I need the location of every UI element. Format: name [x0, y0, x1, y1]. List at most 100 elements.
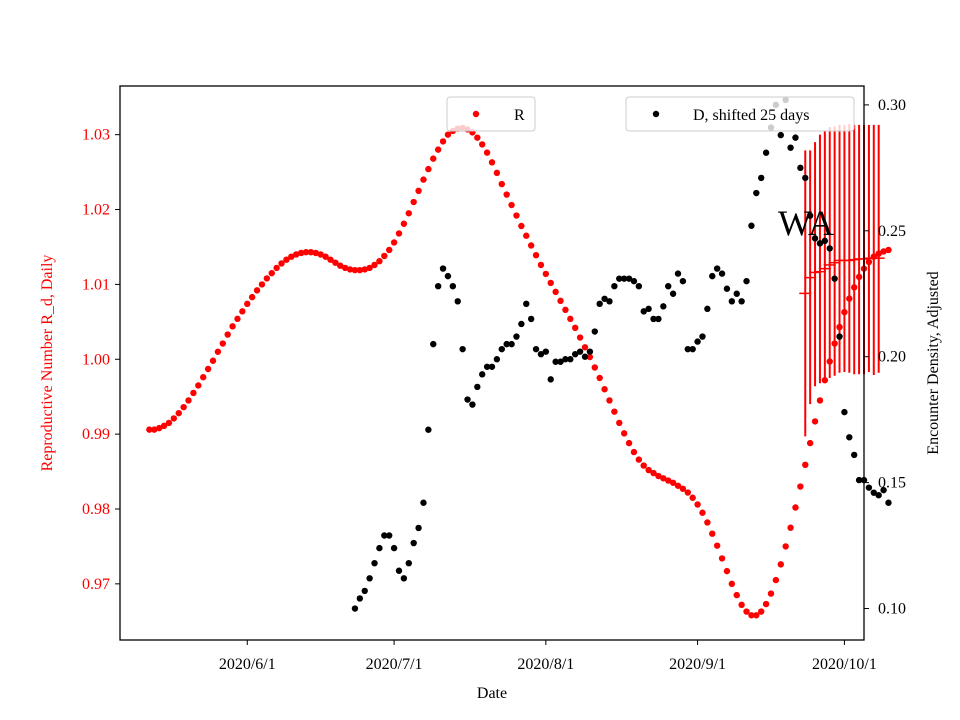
y-right-tick-label: 0.20	[878, 349, 906, 366]
d-point	[625, 275, 633, 282]
d-point	[635, 282, 643, 290]
x-axis: 2020/6/1 2020/7/1 2020/8/1 2020/9/1 2020/10/…	[219, 640, 877, 673]
r-point	[704, 519, 711, 526]
d-point	[753, 189, 760, 197]
d-point	[586, 348, 594, 355]
d-point	[518, 320, 525, 328]
r-point	[498, 180, 505, 188]
r-point	[865, 258, 873, 266]
r-point	[537, 261, 545, 269]
r-point	[332, 259, 339, 266]
r-point	[297, 249, 305, 257]
d-point	[591, 328, 598, 335]
r-point	[337, 262, 344, 269]
d-point	[493, 356, 501, 363]
r-point	[885, 246, 892, 254]
r-point	[151, 426, 158, 433]
r-point	[806, 439, 814, 447]
r-point	[625, 439, 633, 447]
d-point	[390, 544, 398, 552]
d-point	[689, 345, 696, 353]
d-point	[371, 559, 378, 567]
d-point	[395, 567, 403, 574]
d-point	[855, 476, 863, 484]
r-point	[523, 232, 530, 239]
r-point	[224, 331, 231, 338]
r-point	[552, 288, 559, 296]
r-point	[811, 418, 819, 425]
r-point	[410, 198, 417, 206]
r-point	[635, 456, 643, 463]
r-point	[689, 494, 696, 501]
d-point	[576, 348, 584, 355]
r-point	[826, 358, 833, 365]
d-point	[806, 212, 814, 219]
r-point	[483, 149, 491, 156]
r-point	[513, 212, 520, 219]
d-point	[513, 333, 520, 340]
r-errorbar-group	[799, 124, 885, 437]
d-point	[743, 277, 750, 285]
r-point	[185, 397, 192, 404]
r-point	[650, 469, 657, 477]
r-point	[405, 210, 412, 217]
d-point	[532, 345, 540, 353]
r-point	[312, 249, 319, 257]
r-point	[146, 426, 153, 433]
d-point	[405, 559, 412, 567]
d-point	[606, 298, 613, 305]
r-point	[777, 561, 784, 568]
d-point	[439, 265, 447, 272]
r-point	[572, 324, 579, 332]
r-point	[640, 462, 647, 469]
d-point	[552, 358, 559, 365]
d-point	[430, 340, 437, 348]
r-point	[684, 489, 691, 496]
r-point	[288, 253, 295, 260]
r-point	[239, 308, 246, 315]
y-axis-right-label: Encounter Density, Adjusted	[925, 271, 942, 454]
d-point	[811, 235, 819, 242]
r-point	[718, 555, 726, 562]
region-annotation: WA	[778, 203, 834, 243]
r-point	[356, 266, 364, 274]
d-point	[366, 575, 373, 582]
d-point	[851, 451, 858, 459]
r-point	[488, 159, 496, 166]
r-point	[542, 270, 550, 278]
y-left-tick-label: 1.00	[82, 351, 110, 368]
d-point	[381, 532, 388, 539]
legend-d-label: D, shifted 25 days	[693, 107, 809, 124]
r-point	[263, 275, 271, 282]
r-point	[278, 260, 285, 267]
d-point	[733, 290, 740, 297]
d-point	[376, 544, 383, 552]
d-point	[870, 489, 877, 496]
r-point	[616, 419, 623, 427]
r-point	[346, 266, 354, 273]
d-point	[581, 353, 589, 360]
d-point	[572, 350, 579, 358]
r-point	[581, 344, 589, 351]
legend-d-marker	[652, 110, 660, 118]
y-right-tick-label: 0.30	[878, 97, 906, 114]
d-point	[410, 539, 417, 547]
r-point	[518, 222, 525, 230]
d-point	[464, 396, 471, 403]
r-point	[268, 269, 275, 277]
r-point	[234, 315, 241, 323]
r-point	[758, 608, 765, 615]
r-point	[327, 256, 334, 263]
r-point	[444, 131, 452, 138]
x-tick-label: 2020/9/1	[669, 656, 726, 673]
d-point	[694, 338, 701, 345]
d-point	[562, 356, 569, 363]
r-point	[797, 483, 804, 490]
r-point	[214, 348, 222, 355]
r-point	[665, 477, 672, 484]
d-point	[601, 295, 608, 302]
d-point	[748, 222, 755, 229]
r-point	[802, 461, 809, 469]
r-point	[591, 364, 598, 371]
